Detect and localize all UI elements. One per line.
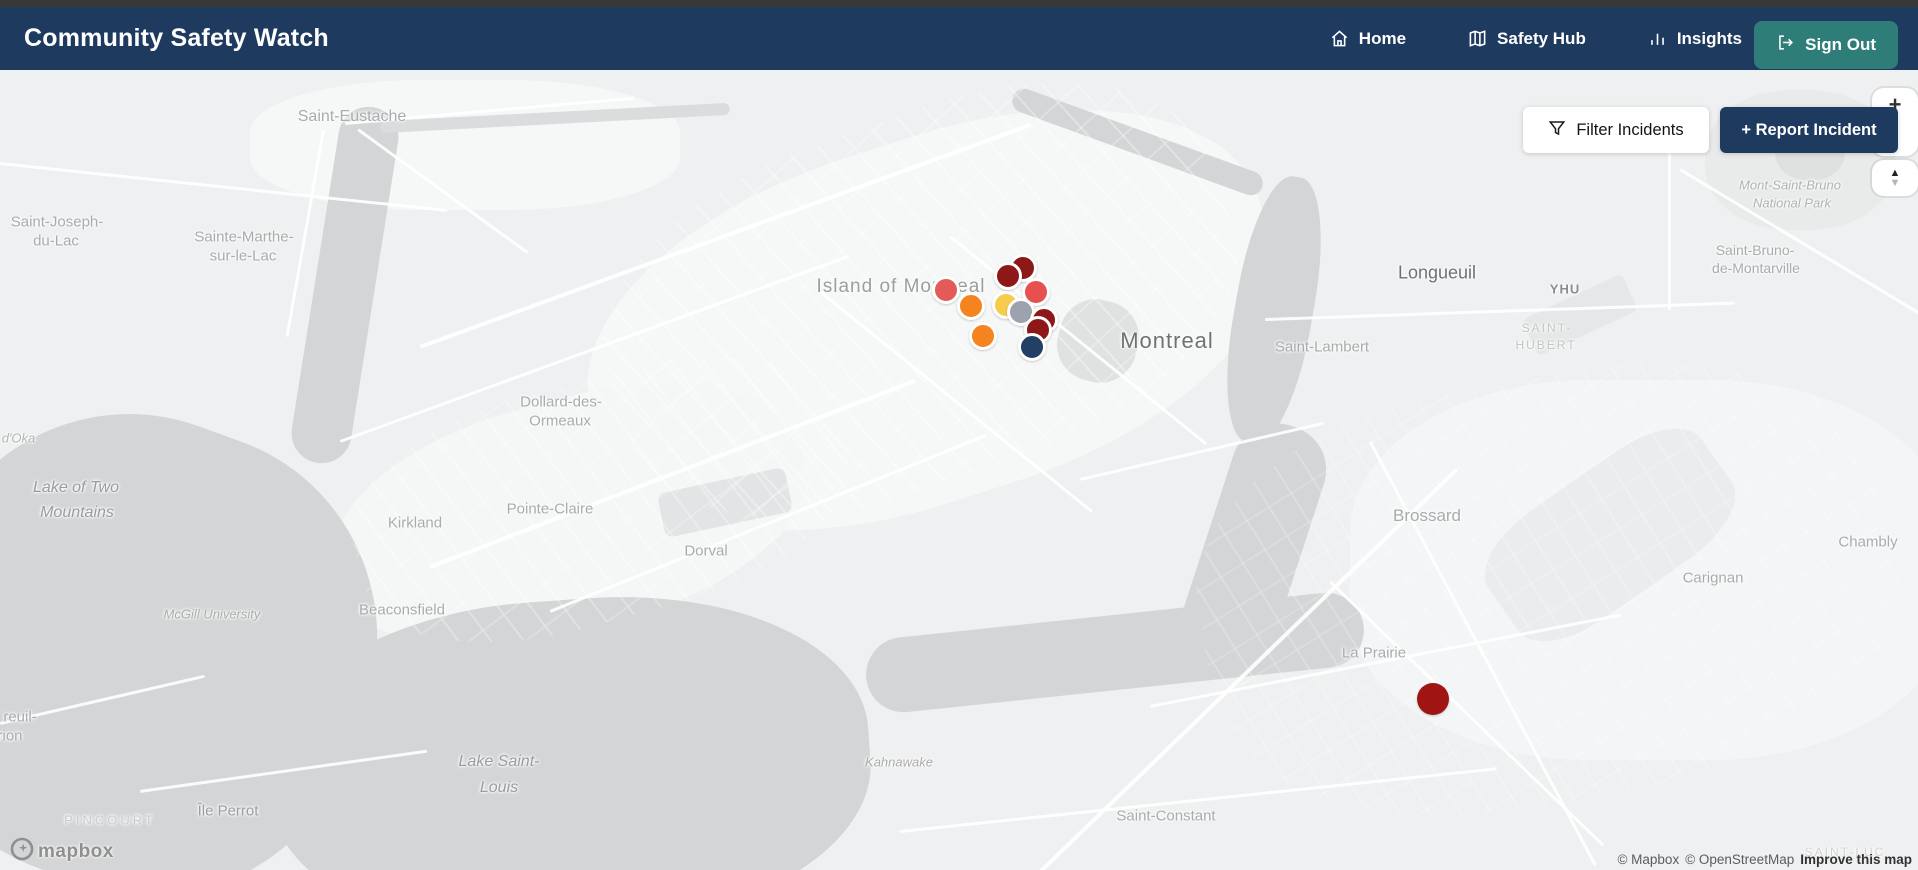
app-header: Community Safety Watch Home Safety Hub I… <box>0 7 1918 70</box>
attribution-osm-link[interactable]: © OpenStreetMap <box>1685 852 1795 867</box>
map-attribution: © Mapbox © OpenStreetMap Improve this ma… <box>1617 852 1912 867</box>
pitch-down-button[interactable]: ▼ <box>1889 177 1901 189</box>
app-title: Community Safety Watch <box>24 24 329 52</box>
map-label: de-Montarville <box>1712 260 1800 276</box>
map-label: Saint-Constant <box>1116 807 1216 825</box>
mapbox-logo-icon <box>10 837 34 866</box>
report-incident-label: + Report Incident <box>1741 120 1877 139</box>
road <box>1264 301 1735 321</box>
map-label: du-Lac <box>33 232 79 250</box>
airport-yhu <box>1521 273 1639 357</box>
mapbox-logo[interactable]: mapbox <box>10 837 114 866</box>
attribution-mapbox-link[interactable]: © Mapbox <box>1617 852 1680 867</box>
incident-marker[interactable] <box>1417 683 1449 715</box>
nav-item-label: Home <box>1358 28 1407 48</box>
incident-marker[interactable] <box>957 292 985 320</box>
map-label: Saint-Bruno- <box>1715 242 1795 258</box>
home-icon <box>1330 29 1349 48</box>
nav-item-insights[interactable]: Insights <box>1648 29 1742 49</box>
map-label: sur-le-Lac <box>209 247 277 265</box>
map-label: Longueuil <box>1397 262 1477 283</box>
filter-incidents-button[interactable]: Filter Incidents <box>1523 107 1709 153</box>
map-label: Kahnawake <box>865 754 933 770</box>
report-incident-button[interactable]: + Report Incident <box>1720 107 1898 153</box>
map-pitch-control: ▲ ▼ <box>1872 160 1918 196</box>
window-chrome-strip <box>0 0 1918 7</box>
funnel-icon <box>1548 119 1566 142</box>
sign-out-label: Sign Out <box>1805 35 1876 54</box>
nav-item-home[interactable]: Home <box>1330 29 1406 49</box>
map-label: Sainte-Marthe- <box>194 228 294 246</box>
map-icon <box>1468 29 1487 48</box>
pitch-up-button[interactable]: ▲ <box>1889 167 1901 179</box>
nav-item-label: Safety Hub <box>1497 28 1586 48</box>
main-nav: Home Safety Hub Insights <box>1330 7 1742 70</box>
incident-marker[interactable] <box>1018 333 1046 361</box>
bar-chart-icon <box>1648 29 1667 48</box>
incident-marker[interactable] <box>932 276 960 304</box>
map-label: Saint-Joseph- <box>10 213 104 231</box>
map-canvas[interactable]: Saint-Eustache Saint-Joseph-du-Lac Sainte-… <box>0 70 1918 870</box>
nav-item-label: Insights <box>1676 28 1742 48</box>
attribution-improve-link[interactable]: Improve this map <box>1800 852 1912 867</box>
sign-out-button[interactable]: Sign Out <box>1754 21 1898 69</box>
nav-item-safety-hub[interactable]: Safety Hub <box>1468 29 1586 49</box>
mapbox-logo-word: mapbox <box>38 840 114 862</box>
filter-incidents-label: Filter Incidents <box>1576 120 1684 139</box>
incident-marker[interactable] <box>994 262 1022 290</box>
sign-out-icon <box>1776 33 1795 57</box>
road <box>1668 150 1671 310</box>
incident-marker[interactable] <box>969 322 997 350</box>
